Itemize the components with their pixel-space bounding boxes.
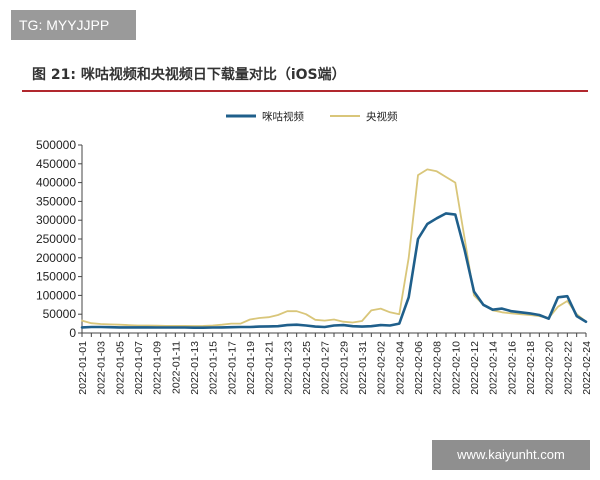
- x-tick-label: 2022-02-12: [469, 341, 481, 395]
- y-tick-label: 500000: [36, 138, 76, 152]
- x-tick-label: 2022-01-17: [226, 341, 238, 395]
- x-tick-label: 2022-01-25: [301, 341, 313, 395]
- y-tick-label: 400000: [36, 176, 76, 190]
- title-rule: [22, 90, 588, 92]
- legend-label: 咪咕视频: [262, 110, 304, 123]
- y-tick-label: 200000: [36, 251, 76, 265]
- series-layer: [80, 168, 588, 330]
- x-tick-label: 2022-01-23: [282, 341, 294, 395]
- y-tick-label: 450000: [36, 157, 76, 171]
- series-line: [80, 212, 588, 330]
- y-tick-label: 150000: [36, 270, 76, 284]
- x-axis: 2022-01-01 2022-01-03 2022-01-05 2022-01-07…: [77, 332, 593, 395]
- x-tick-label: 2022-01-19: [245, 341, 257, 395]
- x-tick-label: 2022-02-02: [376, 341, 388, 395]
- x-tick-label: 2022-01-05: [114, 341, 126, 395]
- x-tick-label: 2022-02-18: [525, 341, 537, 395]
- x-tick-label: 2022-01-11: [170, 341, 182, 394]
- x-tick-label: 2022-01-21: [264, 341, 276, 395]
- watermark-top: TG: MYYJJPP: [11, 10, 136, 40]
- x-tick-label: 2022-01-09: [152, 341, 164, 395]
- x-tick-label: 2022-01-31: [357, 341, 369, 395]
- x-tick-label: 2022-01-03: [96, 341, 108, 395]
- x-tick-label: 2022-01-15: [208, 341, 220, 395]
- x-tick-label: 2022-02-06: [413, 341, 425, 395]
- x-tick-label: 2022-02-22: [562, 341, 574, 395]
- x-tick-label: 2022-02-24: [581, 341, 593, 395]
- y-tick-label: 350000: [36, 194, 76, 208]
- y-tick-label: 300000: [36, 213, 76, 227]
- series-line: [81, 168, 587, 327]
- watermark-bottom: www.kaiyunht.com: [432, 440, 590, 470]
- x-tick-label: 2022-01-29: [338, 341, 350, 395]
- y-tick-label: 50000: [43, 307, 77, 321]
- x-tick-label: 2022-01-07: [133, 341, 145, 395]
- y-tick-label: 0: [69, 326, 76, 340]
- x-tick-label: 2022-02-08: [432, 341, 444, 395]
- x-tick-label: 2022-01-27: [320, 341, 332, 395]
- chart-legend: 咪咕视频 央视频: [226, 110, 398, 123]
- x-tick-label: 2022-02-14: [488, 341, 500, 395]
- figure-title: 图 21: 咪咕视频和央视频日下载量对比（iOS端）: [32, 67, 346, 83]
- x-tick-label: 2022-02-16: [506, 341, 518, 395]
- x-tick-label: 2022-01-13: [189, 341, 201, 395]
- y-axis: 0 50000 100000 150000 200000 250000 300000 3500…: [36, 138, 83, 340]
- x-tick-label: 2022-02-04: [394, 341, 406, 395]
- y-tick-label: 250000: [36, 232, 76, 246]
- legend-label: 央视频: [366, 110, 398, 123]
- x-tick-label: 2022-01-01: [77, 341, 89, 395]
- x-tick-label: 2022-02-10: [450, 341, 462, 395]
- y-tick-label: 100000: [36, 288, 76, 302]
- x-tick-label: 2022-02-20: [544, 341, 556, 395]
